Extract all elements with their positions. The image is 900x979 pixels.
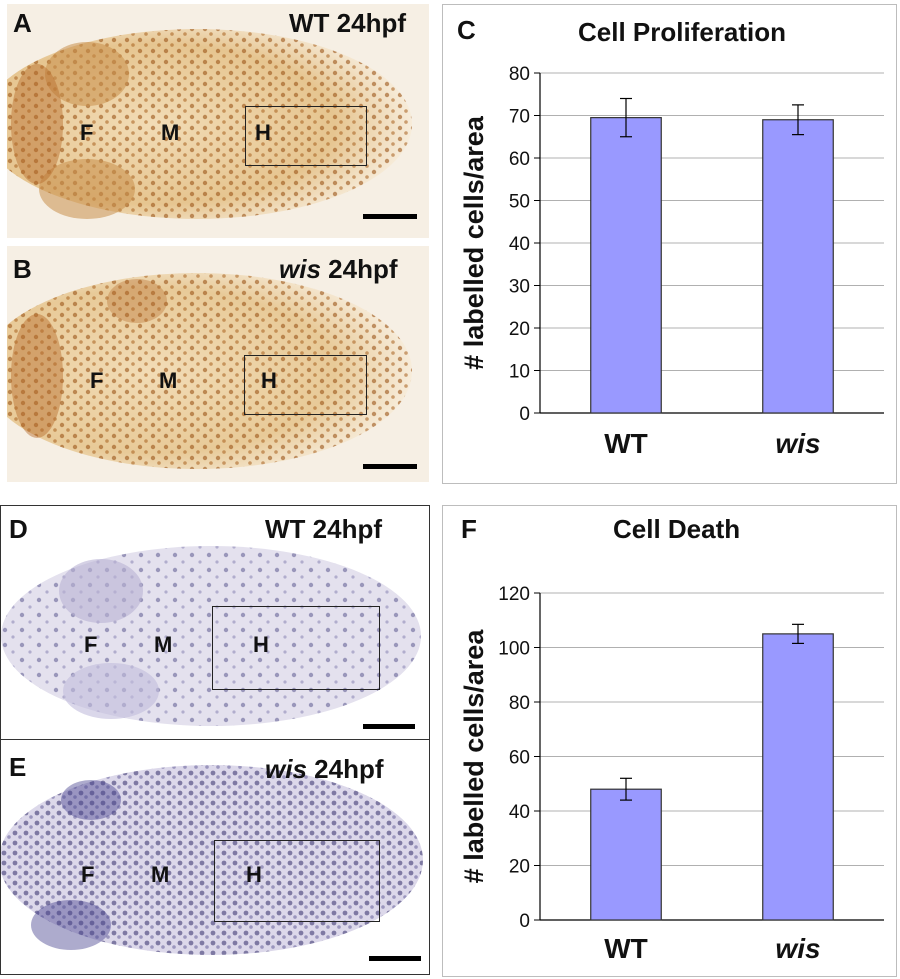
x-category-label: wis: [775, 428, 820, 459]
y-tick-label: 80: [509, 64, 530, 85]
y-tick-label: 70: [509, 107, 530, 128]
y-tick-label: 20: [509, 319, 530, 340]
x-category-label: wis: [775, 933, 820, 964]
y-tick-label: 10: [509, 362, 530, 383]
y-axis-label: # labelled cells/area: [459, 115, 489, 370]
panel-e-image: E wis 24hpf F M H: [0, 739, 430, 975]
y-tick-label: 50: [509, 192, 530, 213]
hindbrain-box: [212, 606, 380, 690]
region-label-hindbrain: H: [253, 632, 269, 657]
panel-d-image: D WT 24hpf F M H: [0, 505, 430, 741]
y-tick-label: 40: [509, 802, 530, 823]
embryo-proliferation-wis-image: [7, 246, 429, 482]
region-label-forebrain: F: [81, 862, 95, 887]
region-label-midbrain: M: [159, 368, 178, 393]
panel-a-genotype: WT: [289, 8, 330, 38]
bar-chart-proliferation: 0 10 20 30 40 50 60 70 80 WT wis # labelled cells/a…: [459, 64, 884, 459]
chart-title: Cell Proliferation: [578, 17, 787, 47]
y-tick-label: 60: [509, 748, 530, 769]
x-category-label: WT: [604, 933, 648, 964]
panel-d-genotype: WT: [265, 514, 306, 544]
y-axis-label: # labelled cells/area: [459, 629, 489, 884]
bar-wis: [762, 633, 834, 921]
y-tick-label: 0: [519, 911, 530, 932]
y-tick-label: 120: [498, 584, 530, 605]
bar-wt: [590, 117, 662, 414]
panel-letter-d: D: [9, 514, 28, 544]
panel-a-image: A WT 24hpf F M H: [7, 4, 429, 238]
x-category-label: WT: [604, 428, 648, 459]
hindbrain-box: [245, 106, 367, 166]
panel-b-genotype: wis: [279, 254, 321, 284]
region-label-midbrain: M: [161, 120, 180, 145]
region-label-hindbrain: H: [255, 120, 271, 145]
bar-wis: [762, 119, 834, 414]
bar-wt: [590, 788, 662, 921]
chart-panel-c: C Cell Proliferation 0 10 20 30 40 50 60 70 80 WT…: [442, 4, 897, 484]
panel-e-stage: 24hpf: [306, 754, 384, 784]
y-tick-label: 100: [498, 639, 530, 660]
chart-panel-f: F Cell Death 0 20 40 60 80 100 120 WT wis # label…: [442, 505, 897, 977]
chart-title: Cell Death: [613, 514, 741, 544]
scale-bar: [369, 956, 421, 961]
embryo-death-wt-image: [1, 506, 429, 740]
region-label-midbrain: M: [151, 862, 170, 887]
scale-bar: [363, 214, 417, 219]
region-label-forebrain: F: [90, 368, 104, 393]
panel-letter-c: C: [457, 15, 476, 45]
hindbrain-box: [244, 355, 367, 415]
panel-b-stage: 24hpf: [320, 254, 398, 284]
scale-bar: [363, 464, 417, 469]
panel-b-title: wis 24hpf: [279, 254, 398, 285]
panel-letter-b: B: [13, 254, 32, 284]
panel-letter-e: E: [9, 752, 27, 782]
region-label-forebrain: F: [84, 632, 98, 657]
region-label-midbrain: M: [154, 632, 173, 657]
panel-letter-a: A: [13, 8, 32, 38]
y-tick-label: 80: [509, 693, 530, 714]
region-label-forebrain: F: [80, 120, 94, 145]
y-tick-label: 60: [509, 149, 530, 170]
y-tick-label: 0: [519, 404, 530, 425]
scale-bar: [363, 724, 415, 729]
panel-a-title: WT 24hpf: [289, 8, 406, 39]
panel-b-image: B wis 24hpf F M H: [7, 246, 429, 482]
bar-chart-cell-death: 0 20 40 60 80 100 120 WT wis # labelled cells/are…: [459, 584, 884, 964]
region-label-hindbrain: H: [261, 368, 277, 393]
panel-d-stage: 24hpf: [305, 514, 382, 544]
panel-e-title: wis 24hpf: [265, 754, 384, 785]
panel-letter-f: F: [461, 514, 477, 544]
panel-a-stage: 24hpf: [329, 8, 406, 38]
hindbrain-box: [214, 840, 380, 922]
embryo-proliferation-wt-image: [7, 4, 429, 238]
panel-e-genotype: wis: [265, 754, 307, 784]
y-tick-label: 20: [509, 857, 530, 878]
embryo-death-wis-image: [1, 740, 429, 974]
panel-d-title: WT 24hpf: [265, 514, 382, 545]
y-tick-label: 40: [509, 234, 530, 255]
y-tick-label: 30: [509, 277, 530, 298]
region-label-hindbrain: H: [246, 862, 262, 887]
